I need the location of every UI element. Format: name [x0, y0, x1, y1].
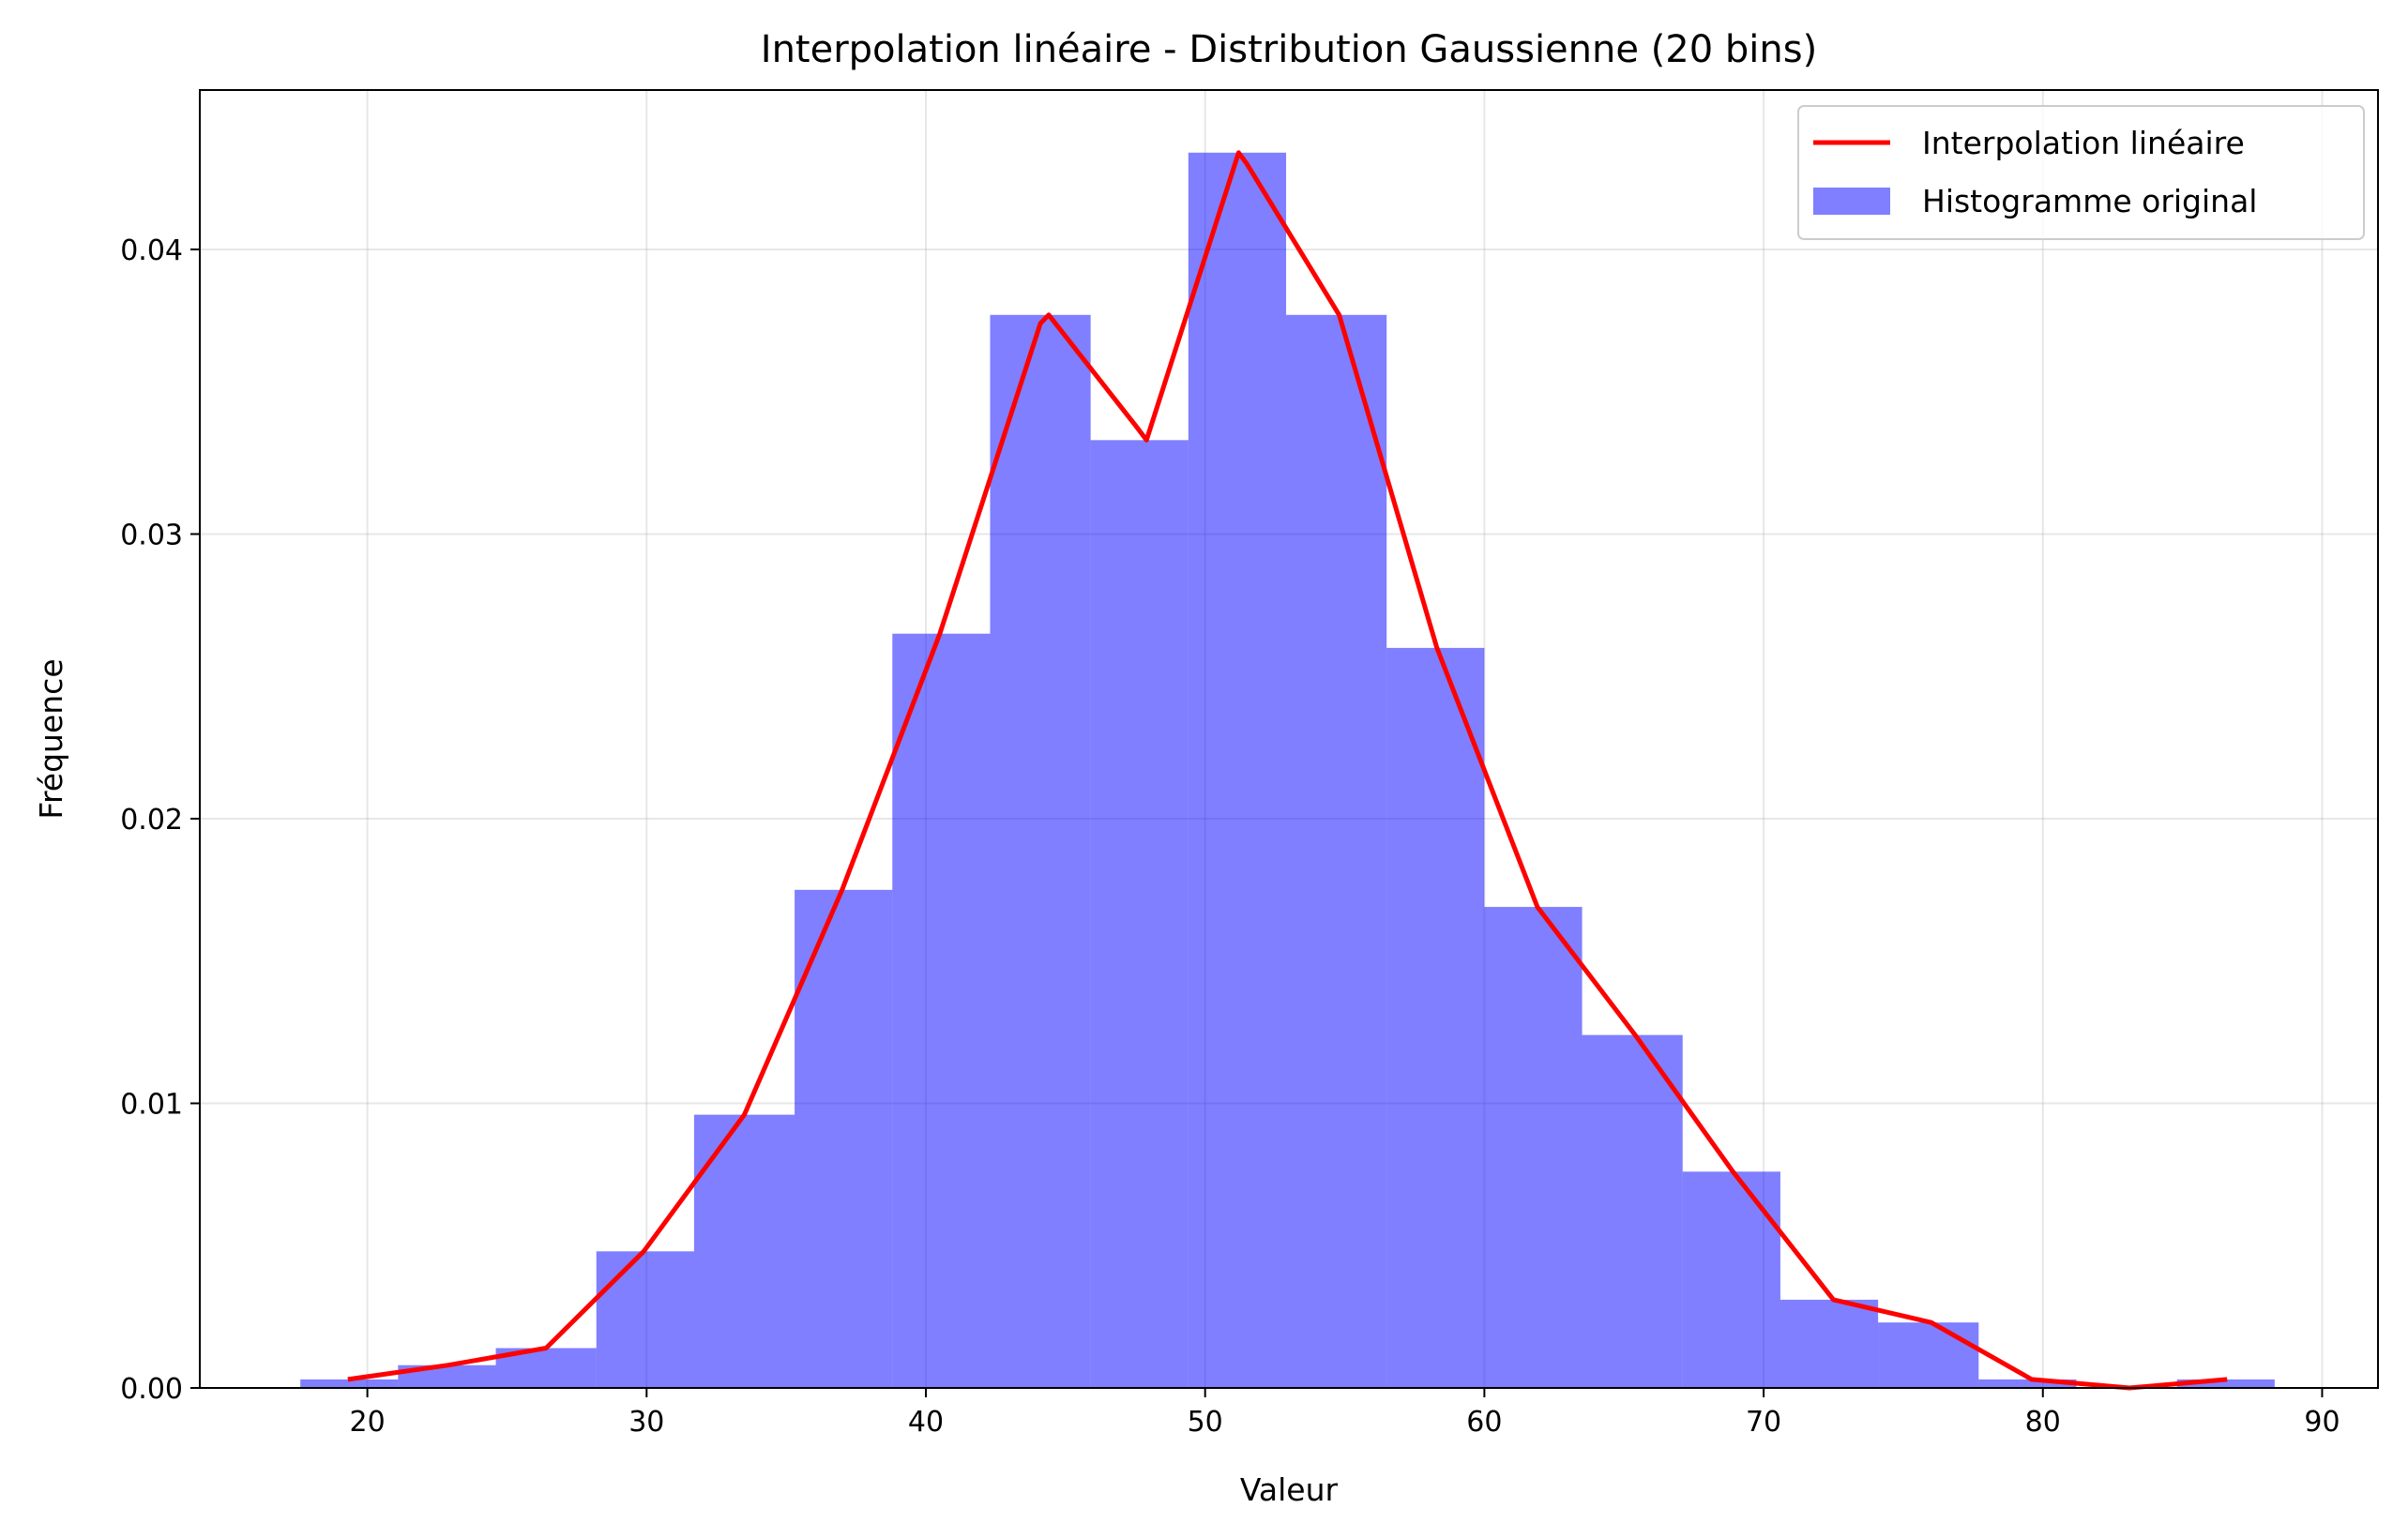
y-tick-label: 0.02 [120, 804, 183, 837]
x-tick-label: 60 [1466, 1406, 1502, 1439]
y-tick-label: 0.00 [120, 1373, 183, 1406]
histogram-bar [1682, 1171, 1780, 1388]
histogram-bar [990, 314, 1091, 1388]
histogram-bar [1090, 440, 1189, 1388]
histogram-bar [300, 1379, 399, 1388]
histogram-bar [1386, 647, 1485, 1388]
y-tick-label: 0.04 [120, 234, 183, 267]
histogram-bar [1878, 1322, 1979, 1388]
plot-frame [199, 89, 2379, 1389]
histogram-bar [795, 889, 893, 1388]
legend: Interpolation linéaire Histogramme origi… [1797, 105, 2365, 240]
x-tick-label: 40 [908, 1406, 944, 1439]
histogram-bar [1978, 1379, 2077, 1388]
histogram-bar [1188, 152, 1287, 1388]
chart-title: Interpolation linéaire - Distribution Ga… [761, 28, 1817, 71]
histogram-bar [693, 1114, 795, 1388]
x-tick-label: 90 [2304, 1406, 2340, 1439]
histogram-bar [1484, 907, 1583, 1388]
histogram-bar [1779, 1299, 1879, 1388]
legend-histogram-swatch [1813, 188, 1890, 215]
x-tick-label: 30 [629, 1406, 664, 1439]
histogram-bar [892, 633, 991, 1388]
histogram-bar [1286, 314, 1387, 1388]
legend-label-histogram: Histogramme original [1922, 183, 2257, 219]
axis-ticks: 20 30 40 50 60 70 80 90 0.00 0.01 0.02 0.03 0.04 [120, 234, 2340, 1439]
x-tick-label: 50 [1188, 1406, 1223, 1439]
y-tick-label: 0.03 [120, 519, 183, 551]
legend-label-interpolation: Interpolation linéaire [1922, 125, 2245, 161]
histogram-bar [1582, 1034, 1683, 1388]
y-tick-label: 0.01 [120, 1088, 183, 1121]
x-tick-label: 70 [1746, 1406, 1781, 1439]
interpolation-line [347, 150, 2228, 1391]
legend-box [1797, 105, 2365, 240]
x-tick-label: 20 [350, 1406, 386, 1439]
histogram-bar [596, 1251, 694, 1388]
histogram-bars [300, 152, 2275, 1388]
x-tick-label: 80 [2025, 1406, 2061, 1439]
interpolation-line-layer [347, 150, 2228, 1391]
y-axis-label: Fréquence [33, 658, 69, 819]
histogram-bar [2176, 1379, 2275, 1388]
x-axis-label: Valeur [1240, 1471, 1339, 1508]
